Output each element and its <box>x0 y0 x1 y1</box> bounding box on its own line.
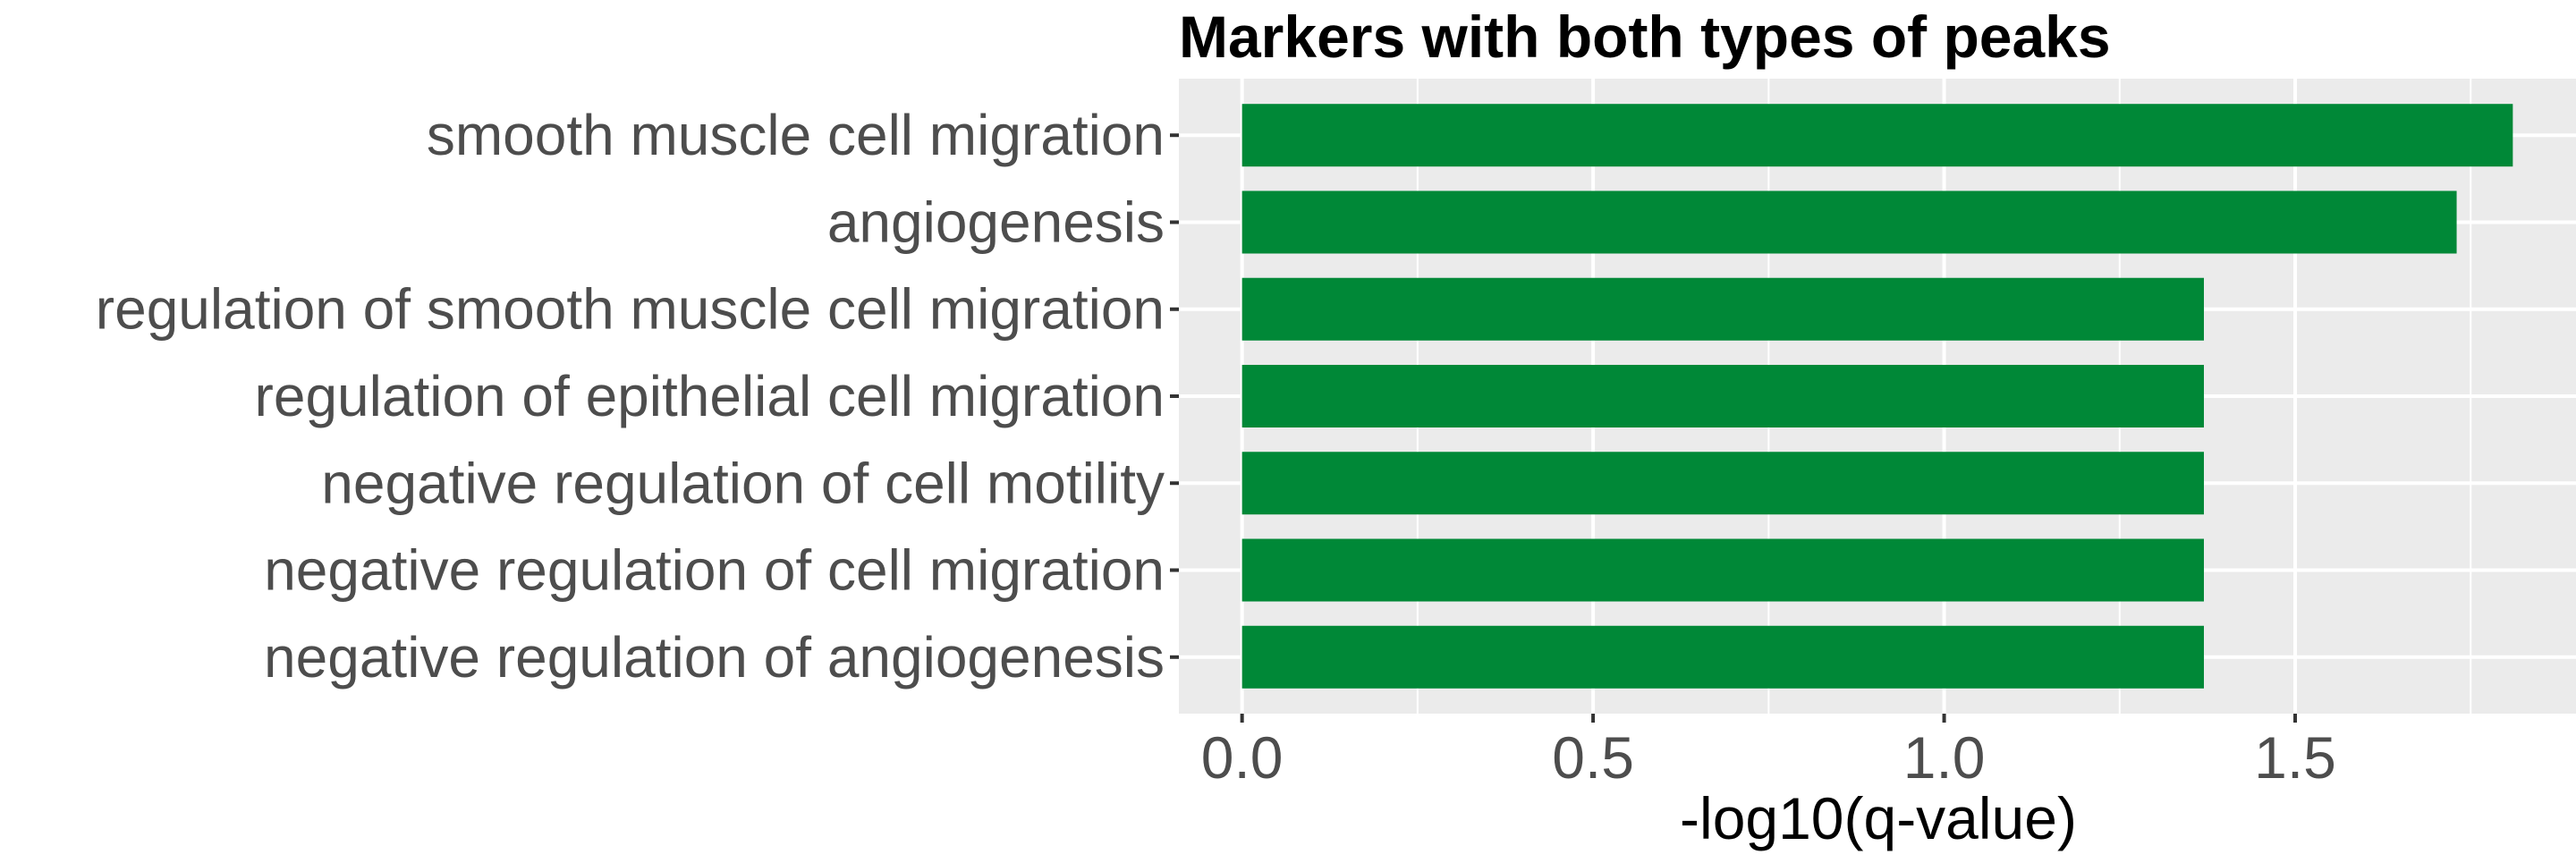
bars <box>1241 104 2513 689</box>
bar-3 <box>1241 364 2204 428</box>
bar-6 <box>1241 625 2204 689</box>
x-axis-title: -log10(q-value) <box>1680 785 2077 851</box>
x-tick-label-0: 0.0 <box>1201 724 1284 791</box>
bar-4 <box>1241 452 2204 515</box>
bar-1 <box>1241 190 2457 254</box>
bar-2 <box>1241 277 2204 341</box>
x-tick-label-3: 1.5 <box>2254 724 2336 791</box>
category-label-4: negative regulation of cell motility <box>321 451 1165 515</box>
category-label-3: regulation of epithelial cell migration <box>255 364 1165 428</box>
category-label-6: negative regulation of angiogenesis <box>264 625 1165 690</box>
category-label-1: angiogenesis <box>827 190 1165 254</box>
bar-5 <box>1241 538 2204 602</box>
category-label-5: negative regulation of cell migration <box>264 538 1165 603</box>
category-label-2: regulation of smooth muscle cell migrati… <box>96 277 1165 342</box>
bar-0 <box>1241 104 2513 167</box>
x-tick-label-2: 1.0 <box>1903 724 1986 791</box>
x-tick-label-1: 0.5 <box>1552 724 1634 791</box>
chart-title: Markers with both types of peaks <box>1179 4 2111 70</box>
category-labels: smooth muscle cell migration angiogenesis… <box>96 103 1179 690</box>
x-axis-ticks: 0.0 0.5 1.0 1.5 <box>1201 714 2336 791</box>
category-label-0: smooth muscle cell migration <box>427 103 1165 167</box>
